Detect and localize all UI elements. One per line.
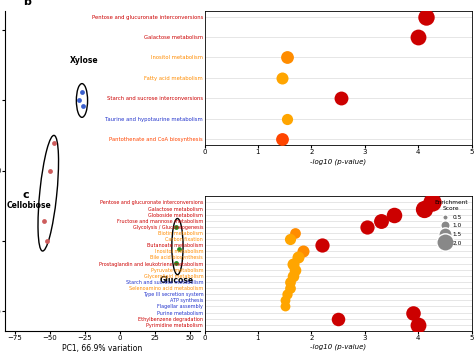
Text: c: c xyxy=(23,190,29,200)
Point xyxy=(391,212,398,218)
X-axis label: PC1, 66.9% variation: PC1, 66.9% variation xyxy=(62,344,143,352)
Point xyxy=(289,273,296,279)
Point xyxy=(283,291,291,297)
Point xyxy=(294,254,302,260)
Point xyxy=(278,136,286,142)
Point xyxy=(43,238,51,244)
Text: b: b xyxy=(23,0,31,7)
Point xyxy=(283,55,291,60)
Point xyxy=(292,267,299,272)
Legend: 0.5, 1.0, 1.5, 2.0: 0.5, 1.0, 1.5, 2.0 xyxy=(433,199,469,247)
Point xyxy=(414,322,422,328)
Point xyxy=(428,200,435,205)
Point xyxy=(286,236,294,242)
Point xyxy=(278,75,286,81)
Point xyxy=(80,103,87,109)
Point xyxy=(300,249,307,254)
Point xyxy=(286,285,294,291)
Point xyxy=(414,34,422,40)
Point xyxy=(75,98,83,103)
Point xyxy=(281,303,289,309)
Text: Glucose: Glucose xyxy=(160,276,194,285)
Point xyxy=(172,260,180,266)
Point xyxy=(377,218,384,224)
Point xyxy=(422,14,430,19)
Point xyxy=(50,140,58,145)
Point xyxy=(46,168,54,174)
Point xyxy=(409,310,417,315)
Point xyxy=(292,230,299,236)
Point xyxy=(364,224,371,230)
Point xyxy=(78,89,86,95)
Point xyxy=(281,297,289,303)
Point xyxy=(420,206,428,211)
Point xyxy=(286,279,294,285)
X-axis label: -log10 (p-value): -log10 (p-value) xyxy=(310,158,366,165)
Point xyxy=(175,247,182,252)
Point xyxy=(283,116,291,121)
Text: Cellobiose: Cellobiose xyxy=(7,201,51,210)
Point xyxy=(337,95,345,101)
Point xyxy=(334,316,342,321)
Point xyxy=(289,261,296,266)
Point xyxy=(40,219,48,224)
Point xyxy=(172,224,180,230)
X-axis label: -log10 (p-value): -log10 (p-value) xyxy=(310,344,366,350)
Text: Xylose: Xylose xyxy=(70,56,99,65)
Point xyxy=(318,243,326,248)
